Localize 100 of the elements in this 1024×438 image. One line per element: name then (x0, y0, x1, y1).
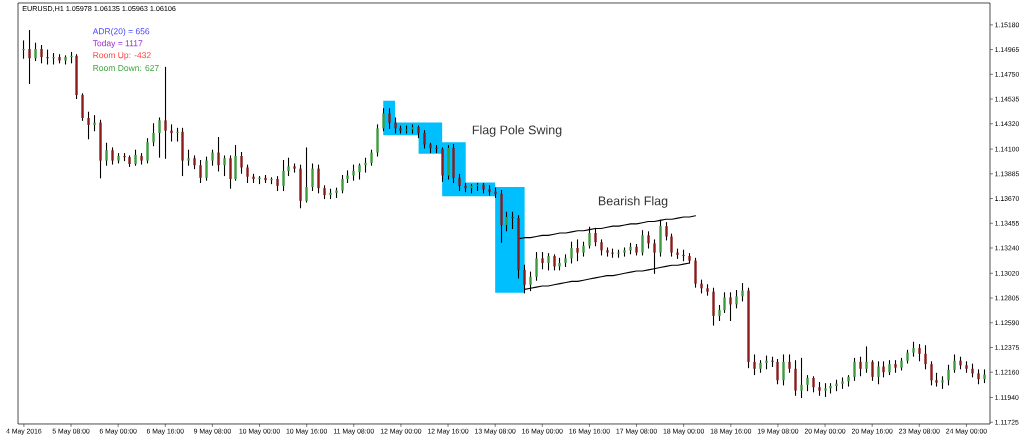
candlestick (535, 252, 538, 281)
candlestick (435, 145, 438, 154)
candlestick (258, 176, 261, 185)
candlestick (977, 369, 980, 385)
candlestick (706, 284, 709, 296)
candlestick (829, 383, 832, 394)
candlestick (741, 283, 744, 302)
candlestick (723, 292, 726, 313)
candlestick (959, 356, 962, 370)
candlestick (806, 375, 809, 392)
candlestick (452, 143, 455, 183)
candlestick (217, 137, 220, 172)
candlestick (700, 279, 703, 294)
annotation: Bearish Flag (598, 196, 668, 208)
candlestick (58, 54, 61, 64)
candlestick (329, 188, 332, 200)
candlestick (570, 241, 573, 264)
candlestick (888, 360, 891, 376)
candlestick (399, 125, 402, 134)
candlestick (617, 249, 620, 258)
candlestick (824, 383, 827, 397)
candlestick (971, 363, 974, 378)
candlestick (800, 357, 803, 399)
candlestick (965, 361, 968, 373)
candlestick (682, 249, 685, 262)
candlestick (299, 164, 302, 209)
candlestick (865, 346, 868, 373)
candlestick (623, 247, 626, 257)
candlestick (223, 155, 226, 177)
candlestick (871, 360, 874, 381)
candlestick (81, 93, 84, 121)
candlestick (240, 151, 243, 174)
candlestick (924, 345, 927, 370)
candlestick (164, 66, 167, 159)
candlestick (358, 163, 361, 180)
annotation: ADR(20) = 656 (92, 28, 150, 36)
candlestick (152, 123, 155, 147)
candlestick (276, 176, 279, 192)
candlestick (70, 51, 73, 64)
candlestick (176, 127, 179, 142)
candlestick (158, 117, 161, 158)
candlestick (859, 356, 862, 377)
candlestick (64, 55, 67, 65)
candlestick (75, 54, 78, 100)
candlestick (140, 153, 143, 165)
candlestick (111, 147, 114, 165)
candlestick (370, 149, 373, 166)
candlestick (935, 372, 938, 387)
candlestick (128, 155, 131, 167)
candlestick (635, 243, 638, 256)
candlestick (181, 127, 184, 177)
candlestick (205, 156, 208, 181)
candlestick (105, 142, 108, 166)
candlestick (482, 183, 485, 194)
candlestick (877, 361, 880, 385)
candlestick (553, 254, 556, 271)
candlestick (782, 354, 785, 386)
candlestick (364, 157, 367, 173)
candlestick (282, 160, 285, 192)
candlestick (647, 231, 650, 249)
candlestick (311, 163, 314, 192)
candlestick (411, 124, 414, 134)
annotation: Flag Pole Swing (472, 125, 562, 137)
candlestick (405, 125, 408, 134)
candlestick (941, 376, 944, 389)
candlestick (229, 155, 232, 189)
candlestick (853, 357, 856, 381)
candlestick (835, 379, 838, 392)
candlestick (576, 239, 579, 262)
candlestick (882, 361, 885, 378)
candlestick (735, 290, 738, 309)
candlestick (293, 163, 296, 173)
candlestick (352, 164, 355, 181)
candlestick (187, 149, 190, 166)
candlestick (953, 354, 956, 373)
candlestick (676, 248, 679, 259)
candlestick (564, 254, 567, 267)
candlestick (788, 354, 791, 373)
candlestick (93, 115, 96, 132)
candlestick (670, 233, 673, 257)
candlestick (264, 174, 267, 183)
candlestick (847, 375, 850, 387)
candlestick (753, 354, 756, 376)
annotation: Room Up: -432 (93, 52, 151, 60)
candlestick (582, 241, 585, 257)
candlestick (611, 248, 614, 258)
candlestick (765, 355, 768, 370)
candlestick (600, 239, 603, 256)
candlestick (665, 222, 668, 241)
candlestick (541, 252, 544, 270)
candlestick (759, 360, 762, 373)
candlestick (252, 173, 255, 183)
candlestick (193, 155, 196, 170)
candlestick (818, 382, 821, 396)
candlestick (246, 164, 249, 183)
candlestick (906, 349, 909, 364)
candlestick (22, 40, 25, 59)
candlestick (918, 344, 921, 362)
candlestick (335, 187, 338, 198)
candlestick (382, 108, 385, 132)
